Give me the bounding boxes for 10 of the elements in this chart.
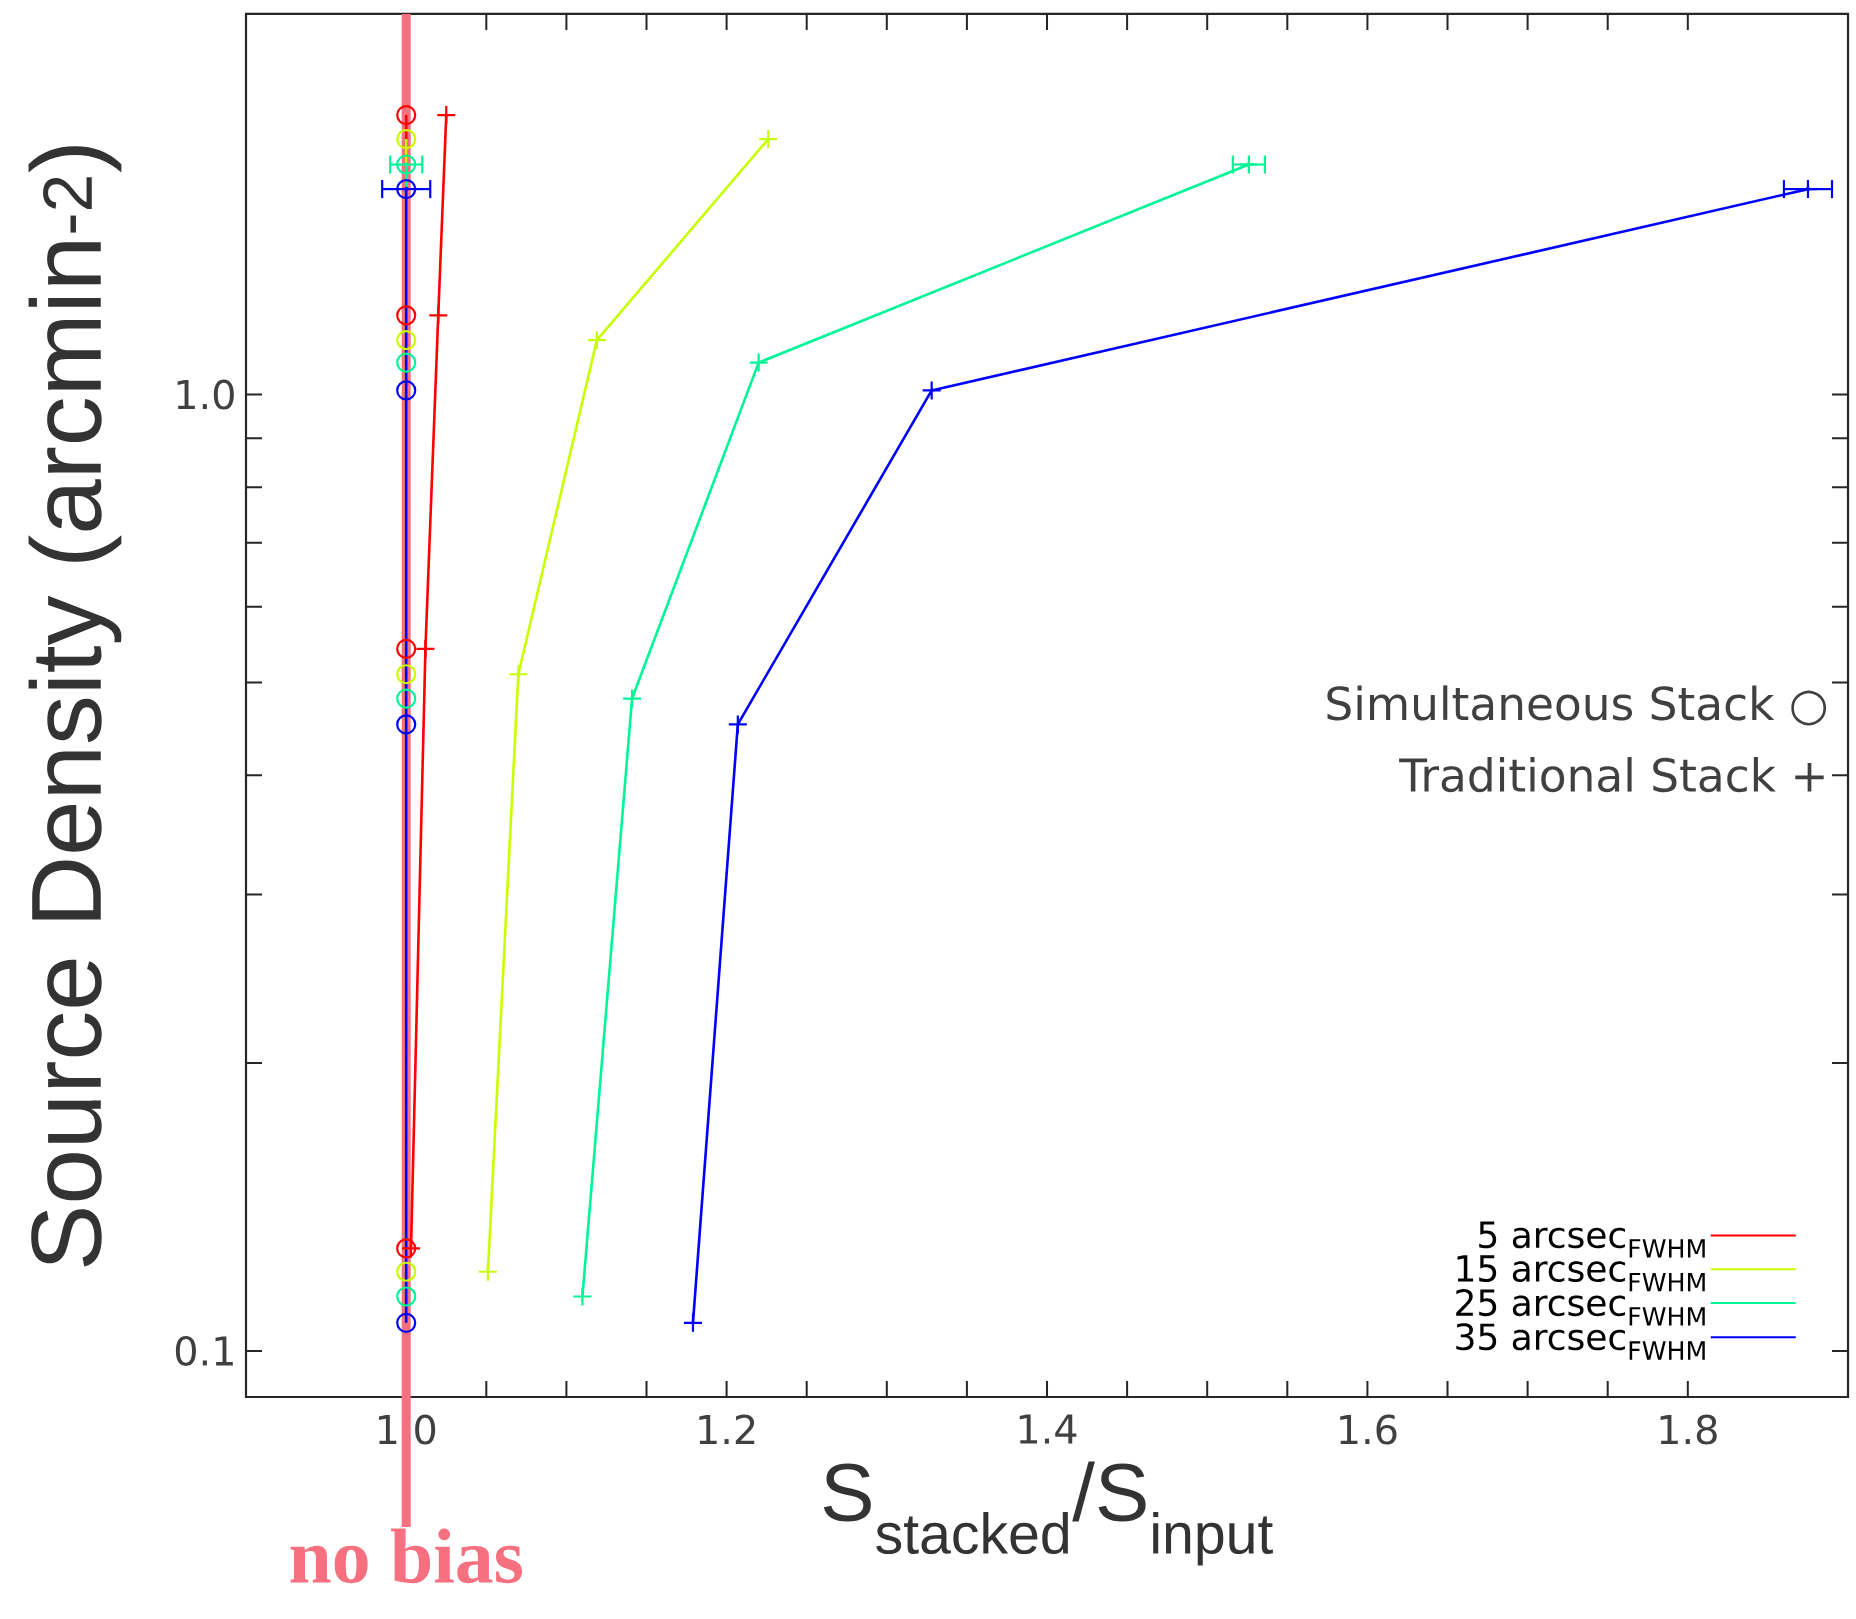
y-tick-label: 0.1 (175, 1335, 233, 1366)
annotation: Traditional Stack + (1399, 757, 1824, 793)
ref-line-label: no bias (290, 1528, 522, 1584)
x-tick-label: 1.4 (1019, 1414, 1077, 1444)
y-axis-title: Source Density (arcmin$^{-2}$) (28, 146, 122, 1267)
x-tick-label: 1.8 (1660, 1414, 1717, 1445)
annotation: Simultaneous Stack ○ (1327, 685, 1827, 726)
x-tick-label: 1.6 (1340, 1414, 1397, 1445)
x-tick-label: 1.2 (699, 1414, 755, 1445)
x-axis-title: S$_{stacked}$/S$_{input}$ (823, 1461, 1273, 1566)
